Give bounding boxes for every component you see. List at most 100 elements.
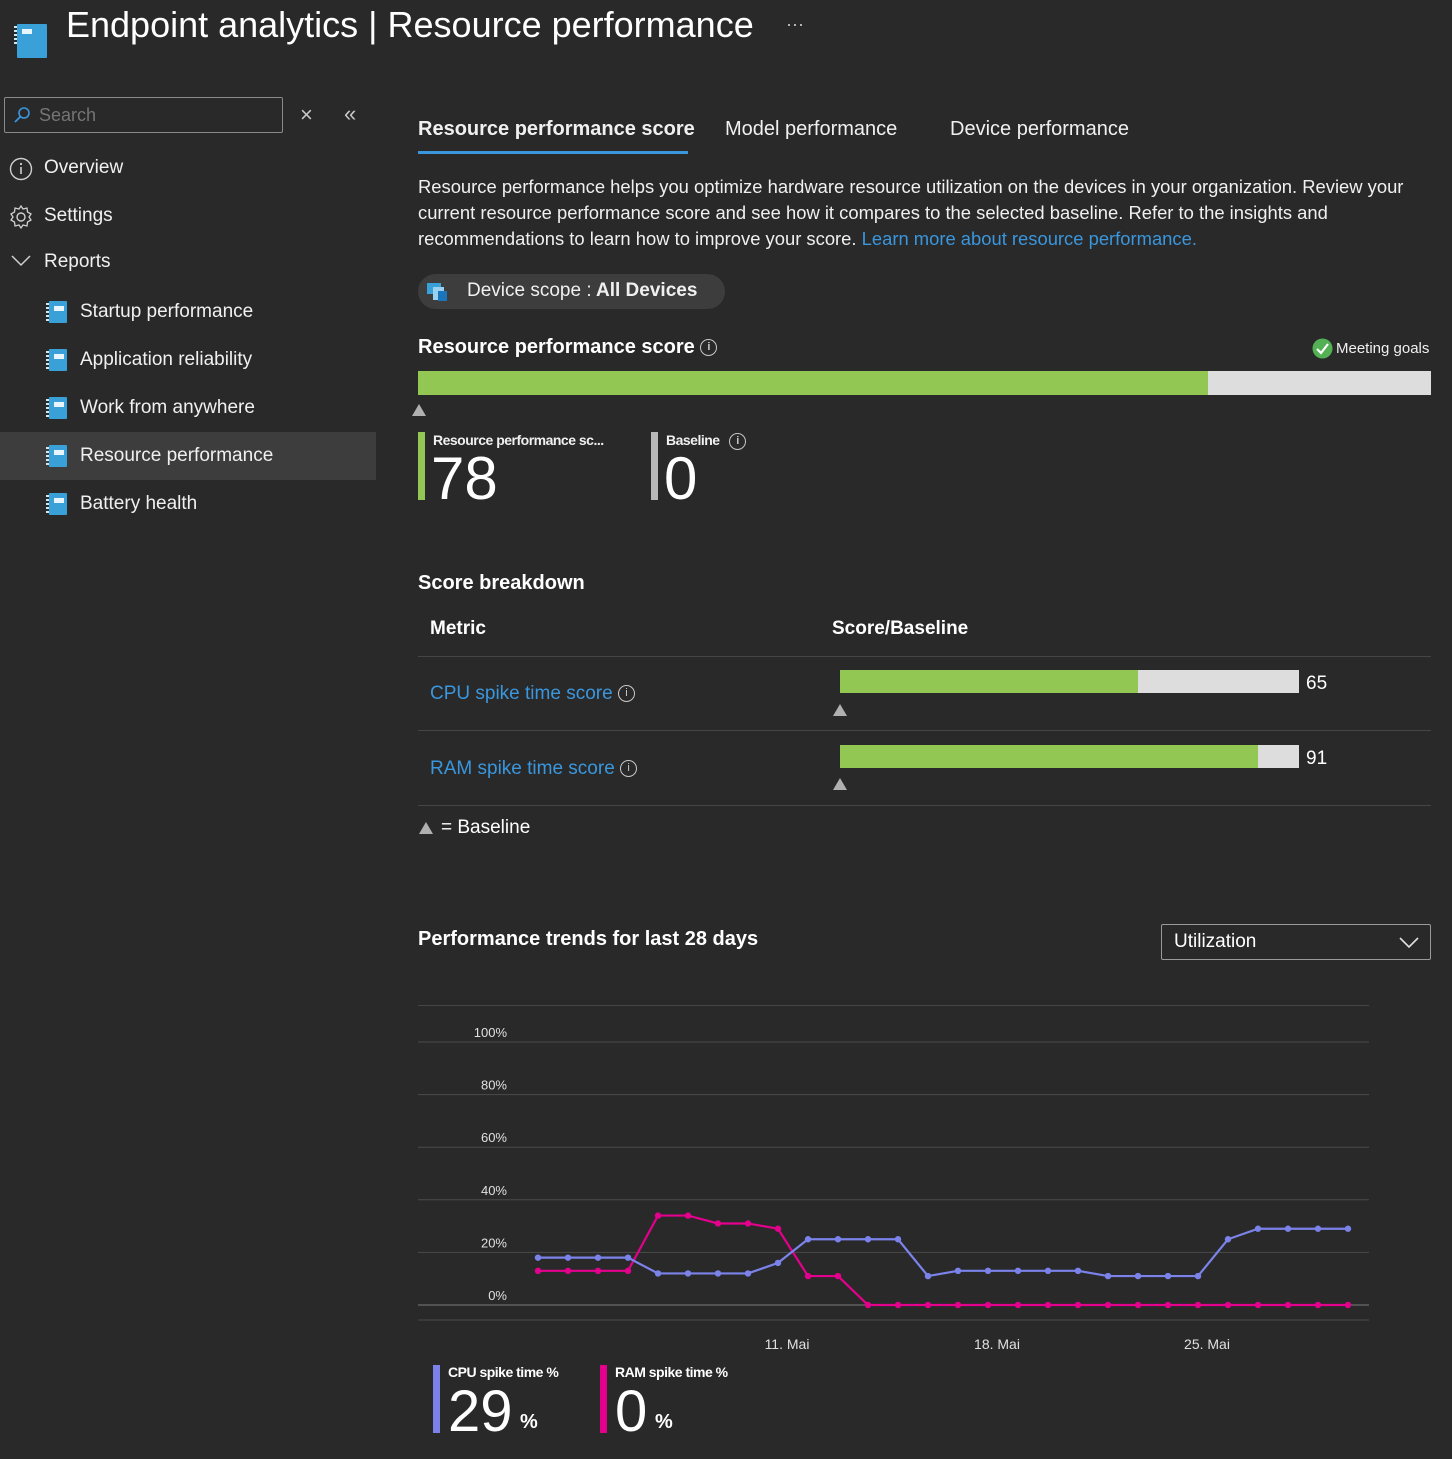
cpu-data-point[interactable] bbox=[1134, 1272, 1142, 1280]
cpu-data-point[interactable] bbox=[564, 1254, 572, 1261]
ram-data-point[interactable] bbox=[654, 1212, 662, 1219]
ram-data-point[interactable] bbox=[1044, 1301, 1052, 1309]
description-text: Resource performance helps you optimize … bbox=[418, 176, 1404, 249]
cpu-data-point[interactable] bbox=[864, 1236, 872, 1243]
cpu-data-point[interactable] bbox=[1044, 1267, 1052, 1275]
tab-device-performance[interactable]: Device performance bbox=[950, 118, 1129, 140]
cpu-data-point[interactable] bbox=[684, 1270, 692, 1277]
ram-data-point[interactable] bbox=[924, 1301, 932, 1309]
cpu-data-point[interactable] bbox=[954, 1267, 962, 1275]
x-tick-label: 18. Mai bbox=[974, 1336, 1020, 1352]
sidebar-item-settings[interactable]: Settings bbox=[0, 192, 376, 240]
sidebar-item-battery-health[interactable]: Battery health bbox=[0, 480, 376, 528]
sidebar-item-work-from-anywhere[interactable]: Work from anywhere bbox=[0, 384, 376, 432]
score-bar-fill bbox=[418, 371, 1209, 395]
sidebar-item-overview[interactable]: Overview bbox=[0, 144, 376, 192]
divider bbox=[418, 730, 1431, 731]
search-input[interactable] bbox=[39, 102, 269, 128]
ram-data-point[interactable] bbox=[1194, 1301, 1202, 1309]
cpu-data-point[interactable] bbox=[834, 1236, 842, 1243]
ram-data-point[interactable] bbox=[984, 1301, 992, 1309]
ram-data-point[interactable] bbox=[744, 1220, 752, 1227]
ram-data-point[interactable] bbox=[1134, 1301, 1142, 1309]
cpu-data-point[interactable] bbox=[924, 1272, 932, 1280]
ram-data-point[interactable] bbox=[534, 1267, 542, 1275]
info-icon[interactable]: i bbox=[617, 685, 635, 703]
collapse-sidebar-button[interactable]: « bbox=[344, 101, 357, 126]
cpu-data-point[interactable] bbox=[1164, 1272, 1172, 1280]
cpu-data-point[interactable] bbox=[894, 1236, 902, 1243]
sidebar-item-reports[interactable]: Reports bbox=[0, 238, 376, 286]
device-scope-button[interactable]: Device scope : All Devices bbox=[418, 274, 725, 309]
ram-data-point[interactable] bbox=[714, 1220, 722, 1227]
ram-data-point[interactable] bbox=[1164, 1301, 1172, 1309]
cpu-data-point[interactable] bbox=[1194, 1272, 1202, 1280]
cpu-data-point[interactable] bbox=[1224, 1236, 1232, 1243]
tab-model-performance[interactable]: Model performance bbox=[725, 118, 898, 140]
ram-data-point[interactable] bbox=[1104, 1301, 1112, 1309]
ram-data-point[interactable] bbox=[1344, 1301, 1352, 1309]
sidebar-item-startup-performance[interactable]: Startup performance bbox=[0, 288, 376, 336]
ram-kpi-value: 0 bbox=[615, 1379, 648, 1444]
ram-data-point[interactable] bbox=[1074, 1301, 1082, 1309]
cpu-data-point[interactable] bbox=[1284, 1225, 1292, 1232]
sidebar-item-resource-performance[interactable]: Resource performance bbox=[0, 432, 376, 480]
cpu-data-point[interactable] bbox=[1074, 1267, 1082, 1275]
ram-data-point[interactable] bbox=[1224, 1301, 1232, 1309]
metric-link-cpu[interactable]: CPU spike time score bbox=[430, 683, 613, 704]
ram-data-point[interactable] bbox=[1314, 1301, 1322, 1309]
info-icon[interactable]: i bbox=[620, 760, 638, 778]
cpu-data-point[interactable] bbox=[1104, 1272, 1112, 1280]
ram-data-point[interactable] bbox=[594, 1267, 602, 1275]
cpu-data-point[interactable] bbox=[594, 1254, 602, 1261]
cpu-data-point[interactable] bbox=[774, 1259, 782, 1267]
ram-data-point[interactable] bbox=[1284, 1301, 1292, 1309]
ram-data-point[interactable] bbox=[774, 1225, 782, 1232]
sidebar-item-application-reliability[interactable]: Application reliability bbox=[0, 336, 376, 384]
cpu-data-point[interactable] bbox=[624, 1254, 632, 1261]
ram-data-point[interactable] bbox=[624, 1267, 632, 1275]
ram-data-point[interactable] bbox=[804, 1272, 812, 1280]
tab-resource-performance-score[interactable]: Resource performance score bbox=[418, 118, 695, 140]
clear-search-button[interactable]: × bbox=[300, 102, 313, 127]
sidebar-item-label: Startup performance bbox=[80, 301, 254, 322]
ram-data-point[interactable] bbox=[834, 1272, 842, 1280]
search-box[interactable] bbox=[4, 97, 283, 133]
cpu-data-point[interactable] bbox=[654, 1270, 662, 1277]
more-options-button[interactable]: ··· bbox=[786, 14, 804, 34]
report-icon bbox=[46, 493, 67, 515]
table-row[interactable]: CPU spike time score i 65 bbox=[418, 657, 1431, 730]
cpu-kpi-value: 29 bbox=[448, 1379, 513, 1444]
ram-series-line[interactable] bbox=[538, 1214, 1348, 1307]
cpu-data-point[interactable] bbox=[1014, 1267, 1022, 1275]
cpu-data-point[interactable] bbox=[1314, 1225, 1322, 1232]
y-tick-label: 100% bbox=[474, 1025, 508, 1040]
cpu-data-point[interactable] bbox=[1344, 1225, 1352, 1232]
ram-data-point[interactable] bbox=[1014, 1301, 1022, 1309]
column-header-metric[interactable]: Metric bbox=[430, 618, 486, 639]
cpu-data-point[interactable] bbox=[984, 1267, 992, 1275]
report-icon bbox=[46, 301, 67, 323]
learn-more-link[interactable]: Learn more about resource performance. bbox=[861, 228, 1197, 249]
ram-data-point[interactable] bbox=[564, 1267, 572, 1275]
ram-data-point[interactable] bbox=[1254, 1301, 1262, 1309]
ram-data-point[interactable] bbox=[954, 1301, 962, 1309]
cpu-data-point[interactable] bbox=[1254, 1225, 1262, 1232]
cpu-series-line[interactable] bbox=[538, 1227, 1348, 1278]
metric-link-ram[interactable]: RAM spike time score bbox=[430, 758, 615, 779]
metric-dropdown[interactable]: Utilization bbox=[1161, 924, 1431, 960]
table-row[interactable]: RAM spike time score i 91 bbox=[418, 731, 1431, 805]
ram-data-point[interactable] bbox=[684, 1212, 692, 1219]
ram-data-point[interactable] bbox=[894, 1301, 902, 1309]
cpu-data-point[interactable] bbox=[744, 1270, 752, 1277]
info-icon[interactable]: i bbox=[700, 339, 718, 357]
info-icon[interactable]: i bbox=[728, 432, 746, 450]
cpu-data-point[interactable] bbox=[534, 1254, 542, 1261]
sidebar-item-label: Settings bbox=[44, 205, 113, 226]
cpu-data-point[interactable] bbox=[804, 1236, 812, 1243]
description: Resource performance helps you optimize … bbox=[418, 174, 1428, 252]
cpu-data-point[interactable] bbox=[714, 1270, 722, 1277]
ram-data-point[interactable] bbox=[864, 1301, 872, 1309]
sidebar-item-label: Resource performance bbox=[80, 445, 274, 466]
column-header-score[interactable]: Score/Baseline bbox=[832, 618, 969, 639]
